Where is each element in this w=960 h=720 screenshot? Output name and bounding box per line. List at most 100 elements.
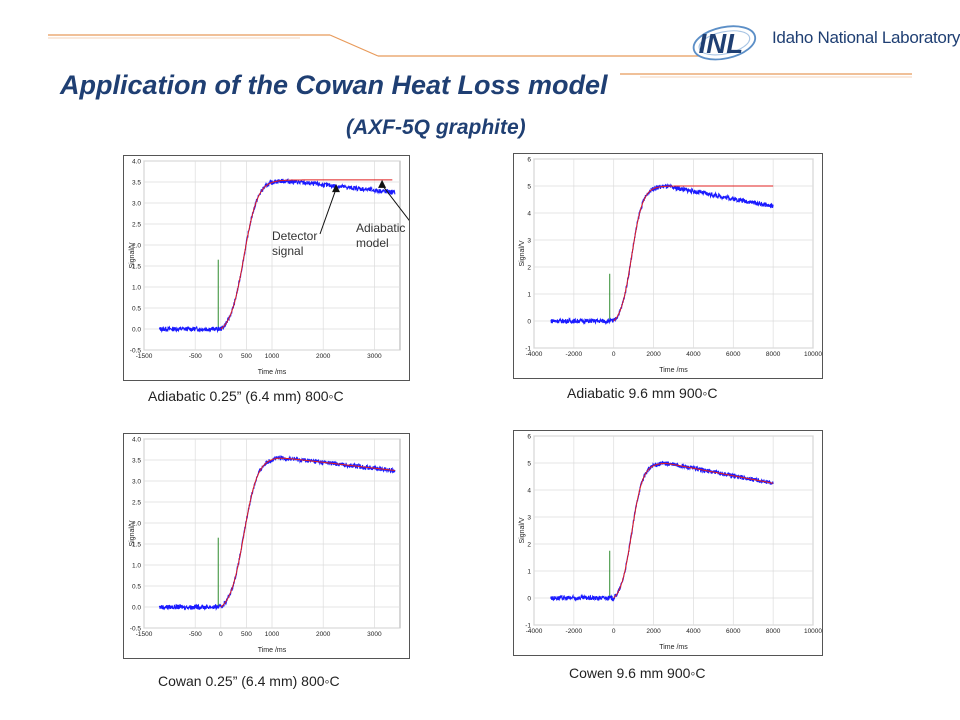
- chart-panel-adiabatic-6mm: -0.5 0.0 0.5 1.0 1.5 2.0 2.5 3.0 3.5 4.0 -1500 -500…: [123, 155, 410, 381]
- x-tick-label: 2000: [646, 628, 661, 635]
- y-tick-label: 1: [527, 292, 531, 299]
- inl-logo: INL: [692, 25, 757, 61]
- x-tick-label: 8000: [766, 628, 781, 635]
- x-tick-label: 6000: [726, 628, 741, 635]
- x-tick-label: 0: [612, 628, 616, 635]
- x-tick-label: 3000: [367, 631, 382, 638]
- x-tick-label: 6000: [726, 351, 741, 358]
- y-tick-label: 5: [527, 184, 531, 191]
- x-tick-label: -1500: [136, 631, 153, 638]
- y-tick-label: 2: [527, 542, 531, 549]
- x-tick-label: -4000: [526, 351, 543, 358]
- y-tick-label: 3.5: [132, 458, 141, 465]
- x-tick-label: -2000: [566, 351, 583, 358]
- y-tick-label: 3.5: [132, 180, 141, 187]
- x-tick-label: 1000: [265, 353, 280, 360]
- y-tick-label: -1: [525, 346, 531, 353]
- x-axis-label: Time /ms: [258, 369, 287, 376]
- y-tick-label: 0: [527, 596, 531, 603]
- chart-adiabatic-6mm: -0.5 0.0 0.5 1.0 1.5 2.0 2.5 3.0 3.5 4.0 -1500 -500…: [129, 159, 409, 376]
- y-tick-label: -0.5: [130, 626, 142, 633]
- y-axis-label: Signal/V: [129, 520, 136, 546]
- chart-cowan-6mm: -0.5 0.0 0.5 1.0 1.5 2.0 2.5 3.0 3.5 4.0 -1500 -500…: [129, 437, 401, 654]
- chart-adiabatic-9mm: -1 0 1 2 3 4 5 6 -4000 -2000 0 2000 4000 6000 8000 1000…: [519, 157, 822, 375]
- annotation-arrow-head: [332, 184, 340, 193]
- chart-panel-adiabatic-9mm: -1 0 1 2 3 4 5 6 -4000 -2000 0 2000 4000 6000 8000 1000…: [513, 153, 823, 379]
- y-tick-label: 0.0: [132, 327, 141, 334]
- x-tick-label: 4000: [686, 628, 701, 635]
- x-tick-label: 10000: [804, 351, 822, 358]
- x-tick-label: -500: [189, 353, 202, 360]
- y-tick-label: 4.0: [132, 437, 141, 444]
- x-tick-label: 500: [241, 353, 252, 360]
- y-axis-label: Signal/V: [129, 242, 136, 268]
- x-axis-label: Time /ms: [659, 644, 688, 651]
- y-tick-label: 3.0: [132, 201, 141, 208]
- y-axis-label: Signal/V: [519, 240, 526, 266]
- model-curve-series: [220, 179, 393, 330]
- x-tick-label: 2000: [646, 351, 661, 358]
- y-tick-label: 5: [527, 461, 531, 468]
- x-tick-label: 2000: [316, 631, 331, 638]
- y-tick-label: 0.5: [132, 584, 141, 591]
- x-tick-label: 500: [241, 631, 252, 638]
- annotation-arrow-head: [378, 179, 387, 188]
- y-tick-label: 2.0: [132, 243, 141, 250]
- x-axis-label: Time /ms: [659, 367, 688, 374]
- y-tick-label: 2.5: [132, 500, 141, 507]
- x-tick-label: 0: [612, 351, 616, 358]
- caption-cowen-9mm: Cowen 9.6 mm 900◦C: [569, 665, 706, 681]
- caption-adiabatic-9mm: Adiabatic 9.6 mm 900◦C: [567, 385, 718, 401]
- y-tick-label: 4.0: [132, 159, 141, 166]
- y-tick-label: 2.0: [132, 521, 141, 528]
- x-tick-label: -500: [189, 631, 202, 638]
- caption-cowan-6mm: Cowan 0.25” (6.4 mm) 800◦C: [158, 673, 340, 689]
- chart-panel-cowen-9mm: -1 0 1 2 3 4 5 6 -4000 -2000 0 2000 4000 6000 8000 1000…: [513, 430, 823, 656]
- inl-logo-mark: INL: [699, 28, 743, 59]
- x-axis-label: Time /ms: [258, 647, 287, 654]
- y-tick-label: 1.5: [132, 264, 141, 271]
- y-tick-label: 6: [527, 157, 531, 164]
- x-tick-label: 3000: [367, 353, 382, 360]
- y-tick-label: 1.0: [132, 563, 141, 570]
- y-tick-label: 0.0: [132, 605, 141, 612]
- x-tick-label: 2000: [316, 353, 331, 360]
- y-tick-label: -0.5: [130, 348, 142, 355]
- plot-area: [533, 158, 814, 349]
- model-curve-series: [613, 462, 774, 599]
- logo-wordmark: Idaho National Laboratory: [772, 28, 960, 47]
- model-curve-series: [220, 457, 395, 608]
- y-tick-label: 4: [527, 488, 531, 495]
- y-tick-label: 2: [527, 265, 531, 272]
- x-tick-label: -4000: [526, 628, 543, 635]
- y-tick-label: -1: [525, 623, 531, 630]
- annotation-adiabatic-model: Adiabatic model: [356, 221, 406, 250]
- x-tick-label: -2000: [566, 628, 583, 635]
- x-tick-label: 4000: [686, 351, 701, 358]
- detector-signal-series: [158, 178, 396, 334]
- y-tick-label: 1: [527, 569, 531, 576]
- y-tick-label: 4: [527, 211, 531, 218]
- annotation-detector-signal: Detector signal: [272, 229, 318, 258]
- y-tick-label: 6: [527, 434, 531, 441]
- model-curve-series: [613, 185, 774, 322]
- chart-panel-cowan-6mm: -0.5 0.0 0.5 1.0 1.5 2.0 2.5 3.0 3.5 4.0 -1500 -500…: [123, 433, 410, 659]
- y-tick-label: 2.5: [132, 222, 141, 229]
- plot-area: [533, 435, 814, 626]
- y-tick-label: 3: [527, 515, 531, 522]
- x-tick-label: -1500: [136, 353, 153, 360]
- annotation-arrow-line: [319, 188, 337, 235]
- y-tick-label: 0.5: [132, 306, 141, 313]
- chart-cowen-9mm: -1 0 1 2 3 4 5 6 -4000 -2000 0 2000 4000 6000 8000 1000…: [519, 434, 822, 652]
- slide-subtitle: (AXF-5Q graphite): [346, 116, 526, 139]
- y-axis-label: Signal/V: [519, 517, 526, 543]
- annotation-arrow-line: [381, 184, 409, 221]
- x-tick-label: 0: [219, 353, 223, 360]
- x-tick-label: 8000: [766, 351, 781, 358]
- slide-title: Application of the Cowan Heat Loss model: [60, 70, 608, 100]
- detector-signal-series: [550, 182, 774, 326]
- caption-adiabatic-6mm: Adiabatic 0.25” (6.4 mm) 800◦C: [148, 388, 344, 404]
- y-tick-label: 3.0: [132, 479, 141, 486]
- y-tick-label: 0: [527, 319, 531, 326]
